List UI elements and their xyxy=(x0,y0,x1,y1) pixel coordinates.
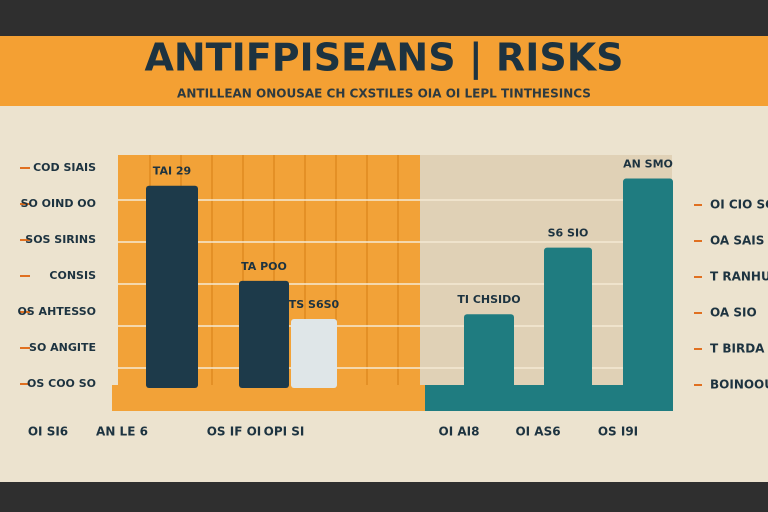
bar xyxy=(146,185,198,388)
bar-label: TA POO xyxy=(241,260,287,273)
right-label: T RANHUN xyxy=(710,270,768,284)
right-label: T BIRDA xyxy=(710,342,765,356)
bar xyxy=(623,178,673,388)
left-label: OS AHTESSO xyxy=(17,305,96,318)
base-strip xyxy=(112,385,425,411)
bar xyxy=(464,314,514,388)
bar xyxy=(239,280,289,388)
x-tick-label: OI AI8 xyxy=(439,425,480,439)
bar xyxy=(291,318,337,388)
right-label: OA SAIS xyxy=(710,234,764,248)
bar-label: AN SMO xyxy=(623,158,673,171)
x-tick-label: OPI SI xyxy=(264,425,305,439)
left-label: COD SIAIS xyxy=(33,161,96,174)
top-bar xyxy=(0,0,768,36)
x-tick-label: AN LE 6 xyxy=(96,425,148,439)
bottom-bar xyxy=(0,482,768,512)
bar-label: S6 SIO xyxy=(548,227,589,240)
base-strip-teal xyxy=(425,385,673,411)
title: ANTIFPISEANS | RISKS xyxy=(144,36,623,81)
right-label: BOINOOU xyxy=(710,378,768,392)
bar xyxy=(544,247,592,388)
left-label: SO OIND OO xyxy=(21,197,96,210)
left-label: SOS SIRINS xyxy=(25,233,96,246)
header-band xyxy=(0,36,768,106)
left-label: OS COO SO xyxy=(27,377,96,390)
x-tick-label: OI AS6 xyxy=(515,425,560,439)
bar-label: TAI 29 xyxy=(153,165,191,178)
subtitle: ANTILLEAN ONOUSAE CH CXSTILES OIA OI LEP… xyxy=(177,87,591,101)
bar-label: TI CHSIDO xyxy=(457,293,520,306)
x-tick-label: OS IF OI xyxy=(207,425,262,439)
left-label: SO ANGITE xyxy=(29,341,96,354)
right-label: OA SIO xyxy=(710,306,757,320)
corner-label: OI SI6 xyxy=(28,425,68,439)
right-label: OI CIO SO xyxy=(710,198,768,212)
bar-label: TS S6S0 xyxy=(289,298,340,311)
left-label: CONSIS xyxy=(49,269,96,282)
x-tick-label: OS I9I xyxy=(598,425,638,439)
